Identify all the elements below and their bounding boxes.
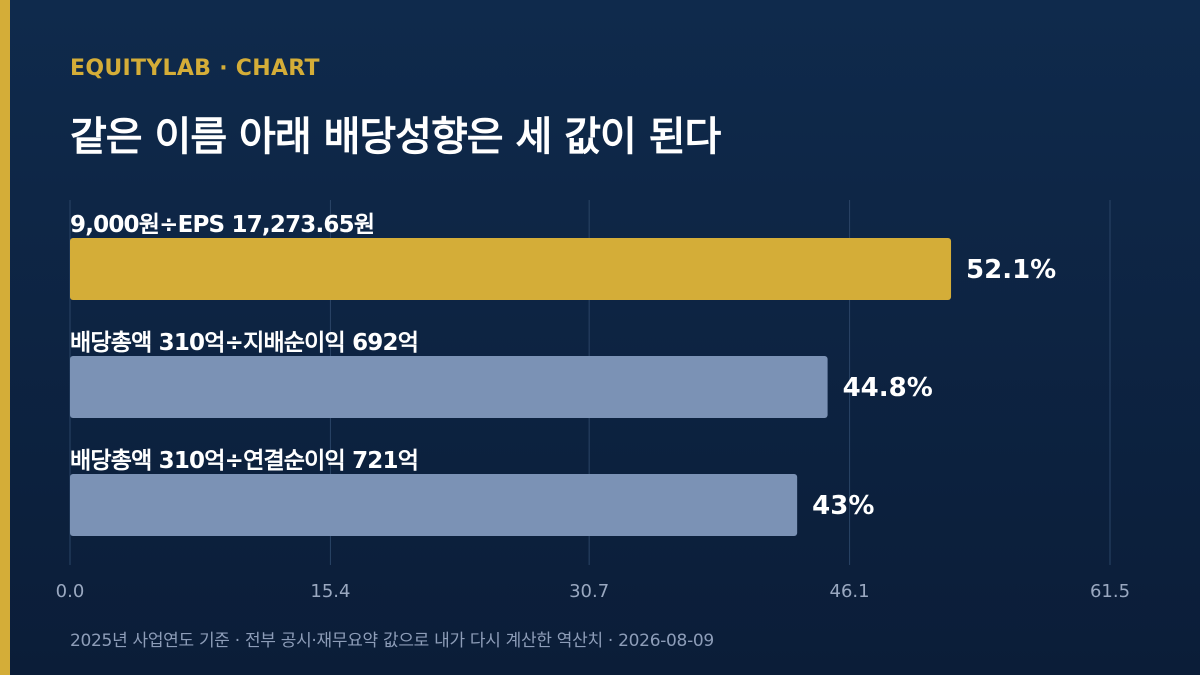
bar-row: 9,000원÷EPS 17,273.65원 52.1% [70, 212, 1056, 300]
footnote: 2025년 사업연도 기준 · 전부 공시·재무요약 값으로 내가 다시 계산한… [70, 631, 714, 651]
bar [70, 238, 952, 300]
bar-category-label: 배당총액 310억÷지배순이익 692억 [70, 330, 418, 356]
bar-category-label: 9,000원÷EPS 17,273.65원 [70, 212, 374, 238]
bar-category-label: 배당총액 310억÷연결순이익 721억 [70, 448, 418, 474]
accent-strip [0, 0, 10, 675]
chart-title: 같은 이름 아래 배당성향은 세 값이 된다 [70, 114, 721, 160]
x-tick-label: 61.5 [1090, 581, 1130, 602]
brand-label: EQUITYLAB · CHART [70, 56, 320, 81]
x-tick-label: 0.0 [56, 581, 85, 602]
bar [70, 474, 798, 536]
bar-value-label: 44.8% [843, 373, 933, 403]
bar [70, 356, 828, 418]
x-tick-label: 30.7 [569, 581, 609, 602]
bar-row: 배당총액 310억÷연결순이익 721억 43% [70, 448, 874, 536]
bar-row: 배당총액 310억÷지배순이익 692억 44.8% [70, 330, 933, 418]
bar-value-label: 52.1% [966, 255, 1056, 285]
x-axis-ticks: 0.0 15.4 30.7 46.1 61.5 [56, 581, 1130, 602]
bars: 9,000원÷EPS 17,273.65원 52.1% 배당총액 310억÷지배순이… [70, 212, 1056, 536]
x-tick-label: 46.1 [830, 581, 870, 602]
bar-value-label: 43% [812, 491, 874, 521]
x-tick-label: 15.4 [310, 581, 350, 602]
